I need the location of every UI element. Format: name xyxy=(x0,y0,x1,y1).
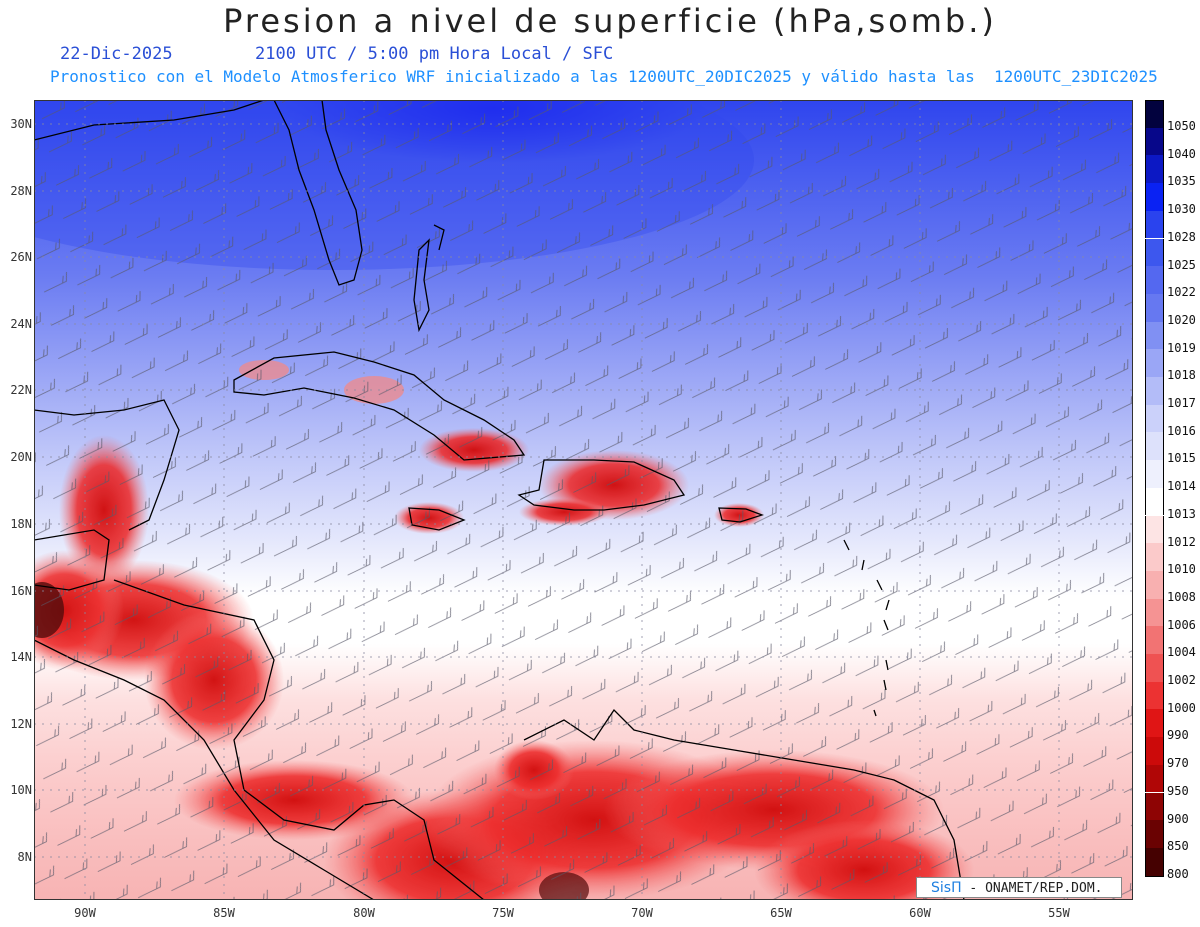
sisp-brand: SisΠ xyxy=(931,880,962,896)
model-info: Pronostico con el Modelo Atmosferico WRF… xyxy=(50,67,1158,86)
colorbar-label: 1040 xyxy=(1167,146,1196,161)
colorbar-label: 1000 xyxy=(1167,700,1196,715)
colorbar-swatch xyxy=(1145,709,1164,738)
colorbar-label: 1050 xyxy=(1167,119,1196,133)
lat-label-28n: 28N xyxy=(10,184,32,198)
colorbar-swatch xyxy=(1145,155,1164,184)
colorbar-label: 1020 xyxy=(1167,312,1196,327)
lat-label-26n: 26N xyxy=(10,250,32,264)
colorbar-swatch xyxy=(1145,127,1164,156)
colorbar-swatch xyxy=(1145,238,1164,267)
colorbar-label: 800 xyxy=(1167,866,1189,881)
colorbar-label: 1004 xyxy=(1167,645,1196,660)
colorbar-label: 1030 xyxy=(1167,202,1196,217)
chart-title: Presion a nivel de superficie (hPa,somb.… xyxy=(223,2,997,40)
lat-label-14n: 14N xyxy=(10,650,32,664)
valid-time: 2100 UTC / 5:00 pm Hora Local / SFC xyxy=(255,44,614,64)
colorbar-label: 900 xyxy=(1167,811,1189,826)
colorbar-swatch xyxy=(1145,764,1164,793)
lon-label-65w: 65W xyxy=(770,906,792,920)
colorbar-swatch xyxy=(1145,570,1164,599)
colorbar-swatch xyxy=(1145,377,1164,405)
forecast-date: 22-Dic-2025 xyxy=(60,44,173,64)
pressure-map xyxy=(34,100,1133,900)
colorbar-swatch xyxy=(1145,100,1164,129)
lon-label-55w: 55W xyxy=(1048,906,1070,920)
colorbar-swatch xyxy=(1145,404,1164,433)
colorbar-label: 1016 xyxy=(1167,423,1196,438)
colorbar-label: 1017 xyxy=(1167,396,1196,410)
lat-label-30n: 30N xyxy=(10,117,32,131)
colorbar-label: 1025 xyxy=(1167,257,1196,272)
colorbar-swatch xyxy=(1145,293,1164,322)
colorbar-swatch xyxy=(1145,792,1164,821)
lon-label-75w: 75W xyxy=(492,906,514,920)
colorbar-swatch xyxy=(1145,515,1164,544)
lat-label-8n: 8N xyxy=(17,850,32,864)
colorbar-label: 1014 xyxy=(1167,479,1196,494)
colorbar-label: 1035 xyxy=(1167,174,1196,189)
colorbar-swatch xyxy=(1145,654,1164,682)
colorbar-label: 1013 xyxy=(1167,506,1196,521)
colorbar-swatch xyxy=(1145,210,1164,239)
colorbar-swatch xyxy=(1145,321,1164,350)
logo-text: - ONAMET/REP.DOM. xyxy=(961,881,1103,896)
colorbar-swatch xyxy=(1145,737,1164,765)
colorbar-swatch xyxy=(1145,543,1164,571)
lon-label-60w: 60W xyxy=(909,906,931,920)
colorbar-label: 1002 xyxy=(1167,673,1196,687)
colorbar-swatch xyxy=(1145,847,1164,877)
colorbar-swatch xyxy=(1145,266,1164,294)
colorbar-label: 970 xyxy=(1167,756,1189,771)
colorbar-swatch xyxy=(1145,183,1164,211)
lon-label-90w: 90W xyxy=(74,906,96,920)
colorbar-label: 1010 xyxy=(1167,562,1196,577)
graticule xyxy=(34,100,1133,900)
colorbar-swatch xyxy=(1145,432,1164,461)
colorbar-label: 1015 xyxy=(1167,451,1196,466)
lat-label-18n: 18N xyxy=(10,517,32,531)
colorbar-label: 990 xyxy=(1167,728,1189,743)
colorbar-label: 1008 xyxy=(1167,589,1196,604)
colorbar-swatch xyxy=(1145,820,1164,848)
lon-label-70w: 70W xyxy=(631,906,653,920)
lat-label-16n: 16N xyxy=(10,584,32,598)
colorbar-label: 1028 xyxy=(1167,229,1196,244)
onamet-logo: SisΠ - ONAMET/REP.DOM. xyxy=(916,877,1122,898)
colorbar-label: 850 xyxy=(1167,839,1189,854)
lat-label-24n: 24N xyxy=(10,317,32,331)
colorbar-label: 1006 xyxy=(1167,617,1196,632)
colorbar-swatch xyxy=(1145,598,1164,627)
lat-label-10n: 10N xyxy=(10,783,32,797)
colorbar-label: 1022 xyxy=(1167,285,1196,300)
colorbar-swatch xyxy=(1145,626,1164,654)
colorbar-swatch xyxy=(1145,349,1164,377)
colorbar-label: 1019 xyxy=(1167,340,1196,355)
colorbar-swatch xyxy=(1145,681,1164,710)
colorbar-swatch xyxy=(1145,460,1164,488)
colorbar-label: 950 xyxy=(1167,783,1189,798)
lat-label-22n: 22N xyxy=(10,383,32,397)
colorbar-swatch xyxy=(1145,487,1164,516)
lon-label-85w: 85W xyxy=(213,906,235,920)
lon-label-80w: 80W xyxy=(353,906,375,920)
colorbar-label: 1018 xyxy=(1167,368,1196,383)
lat-label-20n: 20N xyxy=(10,450,32,464)
colorbar-label: 1012 xyxy=(1167,534,1196,549)
lat-label-12n: 12N xyxy=(10,717,32,731)
